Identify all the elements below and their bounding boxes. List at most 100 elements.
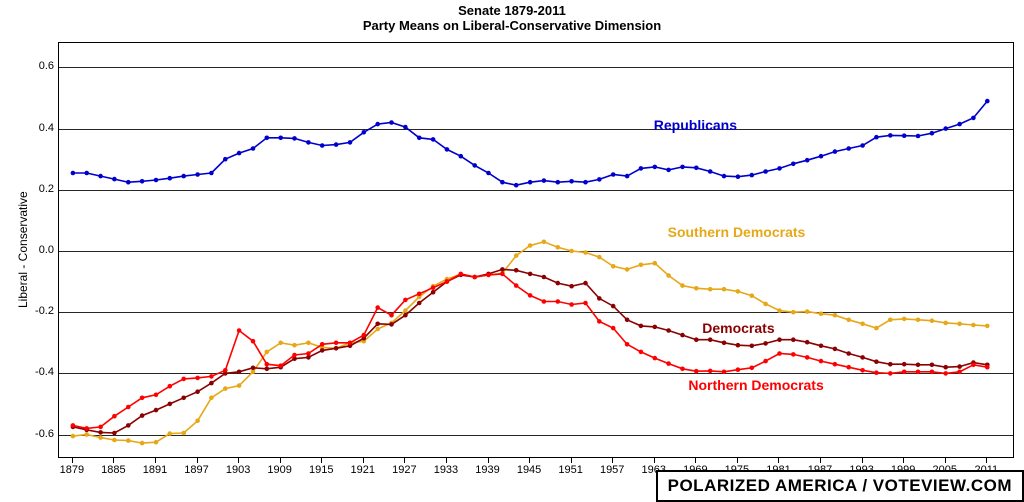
series-marker — [98, 174, 103, 179]
series-marker — [403, 313, 408, 318]
x-tick-mark — [903, 458, 904, 463]
series-marker — [971, 363, 976, 368]
series-marker — [680, 333, 685, 338]
x-tick-label: 1951 — [558, 464, 582, 476]
series-marker — [181, 396, 186, 401]
series-marker — [666, 328, 671, 333]
series-marker — [860, 143, 865, 148]
series-marker — [583, 250, 588, 255]
series-marker — [348, 140, 353, 145]
series-label-republicans: Republicans — [654, 117, 737, 133]
series-marker — [265, 362, 270, 367]
x-tick-mark — [238, 458, 239, 463]
series-marker — [112, 414, 117, 419]
series-marker — [500, 272, 505, 277]
series-marker — [168, 402, 173, 407]
series-marker — [708, 169, 713, 174]
series-marker — [126, 180, 131, 185]
series-marker — [112, 438, 117, 443]
series-marker — [71, 171, 76, 176]
series-marker — [805, 158, 810, 163]
x-tick-mark — [654, 458, 655, 463]
series-marker — [611, 326, 616, 331]
series-marker — [362, 333, 367, 338]
series-marker — [569, 249, 574, 254]
series-marker — [846, 146, 851, 151]
series-marker — [528, 272, 533, 277]
series-marker — [763, 359, 768, 364]
series-marker — [154, 408, 159, 413]
series-marker — [251, 146, 256, 151]
title-line2: Party Means on Liberal-Conservative Dime… — [363, 18, 661, 33]
series-marker — [528, 293, 533, 298]
series-marker — [833, 313, 838, 318]
series-marker — [846, 365, 851, 370]
series-marker — [209, 396, 214, 401]
series-marker — [943, 371, 948, 376]
series-marker — [943, 365, 948, 370]
series-marker — [971, 116, 976, 121]
series-marker — [417, 136, 422, 141]
series-marker — [819, 154, 824, 159]
series-marker — [694, 369, 699, 374]
series-marker — [445, 279, 450, 284]
plot-area — [58, 42, 1014, 458]
series-marker — [112, 431, 117, 436]
series-marker — [639, 166, 644, 171]
series-marker — [957, 364, 962, 369]
x-tick-mark — [321, 458, 322, 463]
x-tick-label: 1921 — [351, 464, 375, 476]
series-marker — [486, 171, 491, 176]
series-marker — [140, 413, 145, 418]
y-axis-label: Liberal - Conservative — [16, 191, 30, 308]
x-tick-label: 1879 — [60, 464, 84, 476]
attribution: POLARIZED AMERICA / VOTEVIEW.COM — [656, 470, 1024, 502]
series-marker — [112, 177, 117, 182]
series-marker — [653, 356, 658, 361]
series-marker — [486, 273, 491, 278]
series-marker — [902, 362, 907, 367]
series-marker — [846, 351, 851, 356]
series-marker — [888, 318, 893, 323]
series-marker — [777, 351, 782, 356]
series-marker — [957, 370, 962, 375]
series-marker — [237, 151, 242, 156]
series-marker — [833, 347, 838, 352]
series-marker — [653, 325, 658, 330]
series-marker — [597, 255, 602, 260]
series-marker — [154, 393, 159, 398]
series-marker — [597, 296, 602, 301]
series-marker — [375, 122, 380, 127]
y-tick-label: 0.6 — [24, 60, 54, 72]
y-tick-label: -0.6 — [24, 428, 54, 440]
x-tick-label: 1927 — [392, 464, 416, 476]
series-marker — [694, 166, 699, 171]
series-marker — [902, 133, 907, 138]
chart-title: Senate 1879-2011Party Means on Liberal-C… — [0, 4, 1024, 34]
series-marker — [389, 322, 394, 327]
x-tick-label: 1915 — [309, 464, 333, 476]
series-marker — [292, 136, 297, 141]
series-marker — [209, 171, 214, 176]
series-marker — [556, 281, 561, 286]
x-tick-mark — [488, 458, 489, 463]
series-marker — [680, 367, 685, 372]
series-marker — [514, 183, 519, 188]
series-marker — [403, 125, 408, 130]
series-marker — [694, 286, 699, 291]
series-marker — [278, 136, 283, 141]
series-marker — [943, 321, 948, 326]
series-marker — [306, 341, 311, 346]
series-marker — [348, 341, 353, 346]
series-marker — [611, 172, 616, 177]
series-marker — [930, 318, 935, 323]
series-marker — [888, 362, 893, 367]
x-tick-mark — [862, 458, 863, 463]
series-marker — [791, 310, 796, 315]
series-marker — [569, 302, 574, 307]
series-marker — [251, 370, 256, 375]
series-marker — [126, 405, 131, 410]
series-marker — [542, 240, 547, 245]
series-marker — [736, 289, 741, 294]
x-tick-mark — [113, 458, 114, 463]
